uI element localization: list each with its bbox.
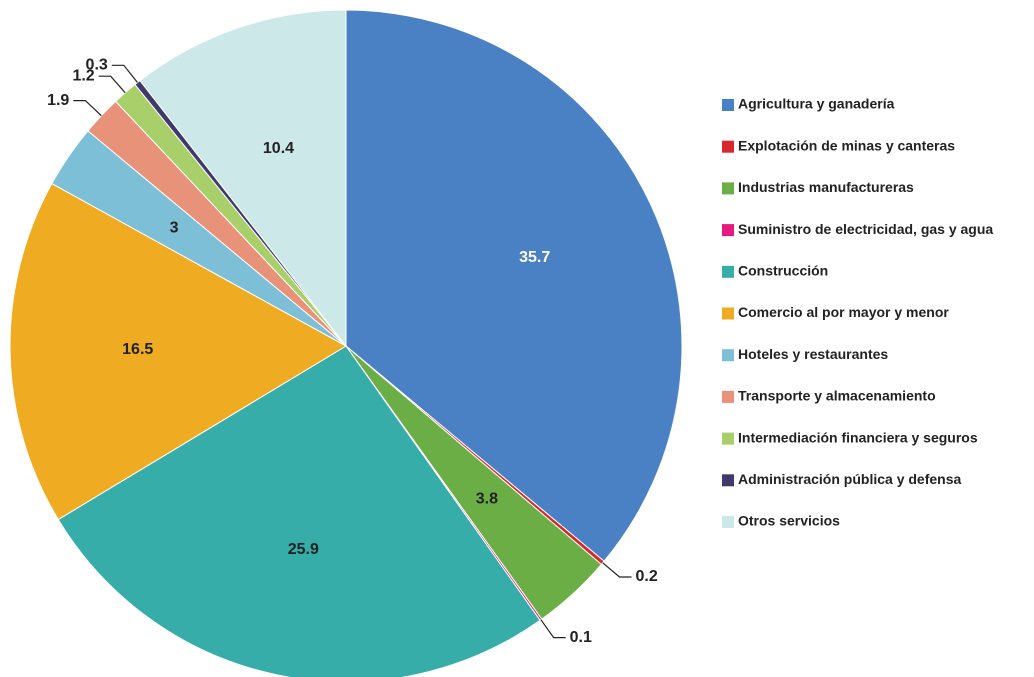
data-label: 35.7 xyxy=(519,249,550,266)
data-label: 25.9 xyxy=(288,541,319,558)
data-label: 0.2 xyxy=(636,568,658,585)
legend-label: Suministro de electricidad, gas y agua xyxy=(738,221,993,237)
legend-swatch xyxy=(722,99,734,111)
legend-swatch xyxy=(722,140,734,153)
legend-swatch xyxy=(722,307,734,320)
data-label: 1.2 xyxy=(72,67,94,84)
legend-label: Otros servicios xyxy=(738,513,840,529)
legend-label: Comercio al por mayor y menor xyxy=(738,304,949,320)
legend-swatch xyxy=(722,432,734,445)
legend-swatch xyxy=(722,349,734,362)
leader-line xyxy=(98,75,126,94)
leader-line xyxy=(540,619,566,639)
legend-label: Hoteles y restaurantes xyxy=(738,346,888,362)
data-label: 3.8 xyxy=(476,491,498,508)
legend-label: Administración pública y defensa xyxy=(738,471,961,487)
data-label: 16.5 xyxy=(122,341,153,358)
leader-line xyxy=(73,100,102,117)
leader-line xyxy=(602,562,632,578)
pie-slice xyxy=(139,9,347,348)
legend-label: Construcción xyxy=(738,263,828,279)
pie-slice xyxy=(9,182,347,521)
legend-label: Intermediación financiera y seguros xyxy=(738,429,978,445)
legend-swatch xyxy=(722,516,734,528)
legend-swatch xyxy=(722,182,734,195)
leader-line xyxy=(111,64,138,83)
data-label: 1.9 xyxy=(47,92,69,109)
legend-label: Agricultura y ganadería xyxy=(738,96,895,112)
data-label: 3 xyxy=(170,220,179,237)
data-label: 0.3 xyxy=(86,57,108,74)
data-label: 0.1 xyxy=(570,629,592,646)
legend-label: Industrias manufactureras xyxy=(738,179,914,195)
legend-swatch xyxy=(722,390,734,403)
legend-label: Transporte y almacenamiento xyxy=(738,388,936,404)
legend-swatch xyxy=(722,265,734,278)
legend-swatch xyxy=(722,474,734,487)
legend-swatch xyxy=(722,224,734,237)
data-label: 10.4 xyxy=(263,140,294,157)
legend-label: Explotación de minas y canteras xyxy=(738,137,955,153)
pie-slice xyxy=(57,345,541,677)
pie-slice xyxy=(345,9,683,562)
